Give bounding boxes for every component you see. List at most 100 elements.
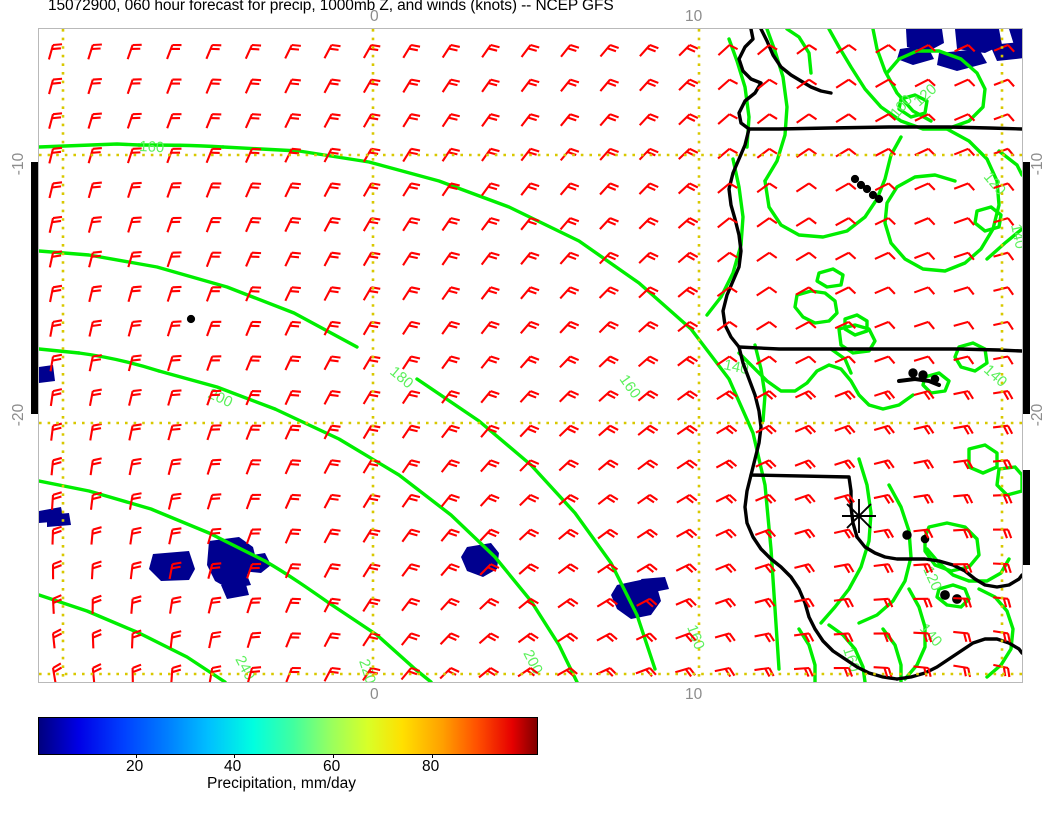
wind-barb	[284, 594, 302, 617]
y-tick-label-right-minus10: -10	[1029, 152, 1047, 176]
wind-barb	[755, 319, 778, 339]
wind-barb	[872, 562, 894, 576]
wind-barb	[205, 283, 223, 306]
wind-barb	[520, 41, 541, 64]
wind-barb	[362, 75, 382, 98]
wind-barb	[952, 528, 973, 540]
wind-barb	[440, 526, 461, 548]
wind-barb	[675, 527, 698, 546]
y-tick-label-right-minus20: -20	[1029, 403, 1047, 427]
wind-barb	[205, 75, 223, 98]
wind-barb	[87, 40, 103, 63]
wind-barb	[637, 422, 659, 443]
wind-barb	[323, 491, 342, 514]
colorbar-tick-20	[136, 754, 137, 758]
wind-barb	[401, 560, 421, 583]
wind-barb	[638, 180, 660, 202]
colorbar-tick-label-80: 80	[422, 758, 440, 775]
wind-barb	[48, 179, 64, 202]
wind-barb	[519, 318, 541, 340]
colorbar-tick-60	[333, 754, 334, 758]
wind-barb	[165, 40, 183, 64]
wind-barb	[245, 248, 263, 271]
wind-barb	[873, 423, 896, 440]
wind-barb	[792, 666, 814, 679]
wind-barb	[284, 490, 302, 514]
wind-barb	[51, 594, 64, 615]
wind-barb	[246, 594, 263, 617]
wind-barb	[598, 283, 620, 306]
wind-barb	[245, 456, 263, 479]
wind-barb	[244, 41, 263, 64]
wind-barb	[912, 493, 934, 507]
wind-barb	[245, 421, 263, 444]
wind-barb	[323, 41, 342, 64]
wind-barb	[441, 110, 461, 133]
wind-barb	[559, 76, 580, 98]
wind-barb	[245, 283, 263, 306]
wind-barb	[558, 422, 580, 444]
wind-barb	[519, 422, 540, 444]
wind-barb	[558, 353, 580, 375]
wind-barb	[244, 214, 263, 237]
x-tick-label-top-0: 0	[370, 8, 379, 25]
wind-barb	[439, 595, 461, 617]
wind-barb	[833, 458, 856, 475]
wind-barb	[833, 388, 856, 406]
wind-barb	[323, 179, 342, 202]
wind-barb	[952, 320, 975, 336]
wind-barb	[323, 560, 342, 583]
wind-barb	[50, 456, 63, 478]
wind-barb	[91, 594, 103, 615]
colorbar-tick-label-60: 60	[323, 758, 341, 775]
wind-barb	[440, 456, 461, 479]
wind-barb	[284, 179, 302, 202]
wind-barb	[952, 493, 974, 506]
wind-barb	[952, 285, 975, 301]
wind-barb	[953, 146, 976, 164]
wind-barb	[953, 215, 976, 233]
wind-barb	[166, 283, 183, 306]
wind-barb	[126, 40, 143, 64]
wind-barb	[284, 317, 302, 341]
wind-barb	[47, 75, 64, 98]
wind-barb	[559, 110, 580, 133]
wind-barb	[638, 214, 660, 236]
wind-barb	[677, 180, 699, 201]
wind-barb	[285, 629, 302, 652]
wind-barb	[244, 179, 263, 202]
wind-barb	[478, 630, 500, 651]
wind-barb	[795, 180, 818, 200]
wind-barb	[951, 630, 973, 644]
wind-barb	[401, 318, 422, 341]
wind-barb	[47, 40, 64, 63]
wind-barb	[284, 387, 302, 410]
wind-barb	[88, 317, 103, 340]
wind-barb	[596, 561, 619, 581]
wind-barb	[127, 213, 143, 236]
coastline-and-borders	[186, 29, 1022, 681]
y-tick-label-left-minus10: -10	[10, 152, 28, 176]
wind-barb	[755, 215, 778, 235]
wind-barb	[166, 75, 183, 98]
wind-barb	[520, 110, 541, 133]
wind-barb	[91, 628, 103, 650]
x-tick-label-top-10: 10	[685, 8, 703, 25]
wind-barb	[166, 110, 183, 133]
wind-barb	[717, 76, 739, 97]
wind-barb	[557, 561, 580, 582]
wind-barb	[127, 283, 143, 306]
contour-labels: 160 180 160 200 240 220 200 160 160 100 …	[139, 81, 1022, 682]
wind-barb	[167, 386, 183, 409]
wind-barb	[245, 525, 263, 548]
wind-barb	[88, 386, 103, 409]
wind-barb	[559, 283, 580, 306]
y-tick-label-left-minus20: -20	[10, 403, 28, 427]
grid-lines	[39, 29, 1022, 682]
wind-barb	[756, 76, 779, 97]
wind-barb	[205, 144, 223, 167]
wind-barb	[598, 318, 620, 340]
wind-barb	[481, 41, 501, 64]
wind-barb	[518, 526, 540, 548]
wind-barb	[205, 214, 223, 237]
